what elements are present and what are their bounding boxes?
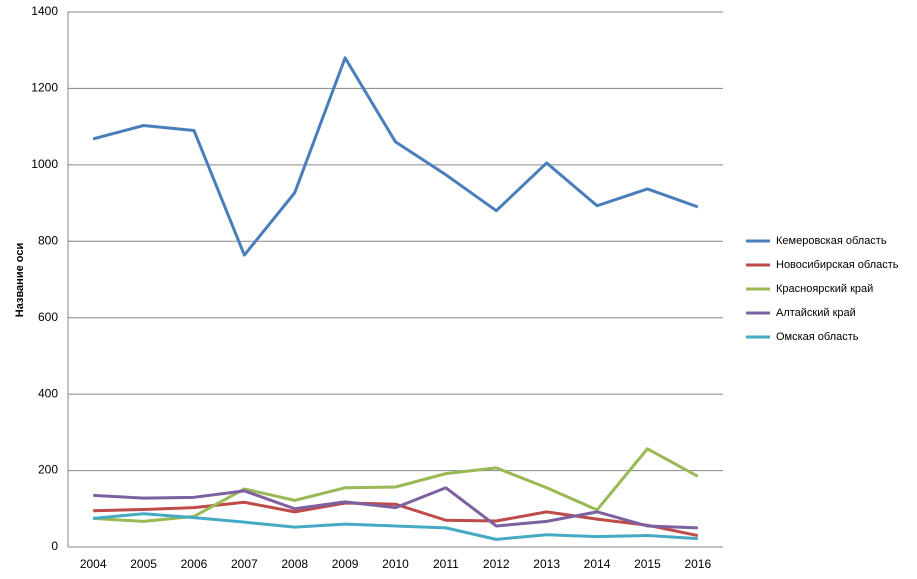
x-tick-label: 2008	[281, 557, 308, 571]
x-tick-label: 2006	[181, 557, 208, 571]
series-line	[93, 500, 699, 538]
x-tick-label: 2007	[231, 557, 258, 571]
x-tick-label: 2013	[533, 557, 560, 571]
series-line	[93, 512, 698, 541]
legend-label: Кемеровская область	[776, 235, 887, 247]
series-line	[92, 56, 699, 257]
x-tick-label: 2011	[433, 557, 459, 571]
x-tick-label: 2015	[634, 557, 661, 571]
x-tick-label: 2005	[130, 557, 157, 571]
y-tick-label: 800	[38, 233, 58, 247]
x-tick-label: 2012	[483, 557, 510, 571]
series-line	[93, 486, 698, 530]
y-tick-label: 1200	[31, 81, 58, 95]
y-tick-label: 200	[38, 463, 58, 477]
y-tick-label: 1400	[31, 4, 58, 18]
y-tick-label: 0	[51, 539, 58, 553]
legend-label: Новосибирская область	[776, 259, 899, 271]
legend-label: Красноярский край	[776, 283, 873, 295]
x-tick-label: 2010	[382, 557, 409, 571]
legend-label: Омская область	[776, 331, 859, 343]
legend-label: Алтайский край	[776, 307, 856, 319]
y-axis-title: Название оси	[14, 243, 26, 317]
y-tick-label: 1000	[31, 157, 58, 171]
y-tick-label: 600	[38, 310, 58, 324]
x-tick-label: 2004	[80, 557, 107, 571]
series-line	[93, 447, 699, 523]
y-tick-label: 400	[38, 386, 58, 400]
x-tick-label: 2009	[332, 557, 359, 571]
x-tick-label: 2014	[584, 557, 611, 571]
x-tick-label: 2016	[684, 557, 711, 571]
